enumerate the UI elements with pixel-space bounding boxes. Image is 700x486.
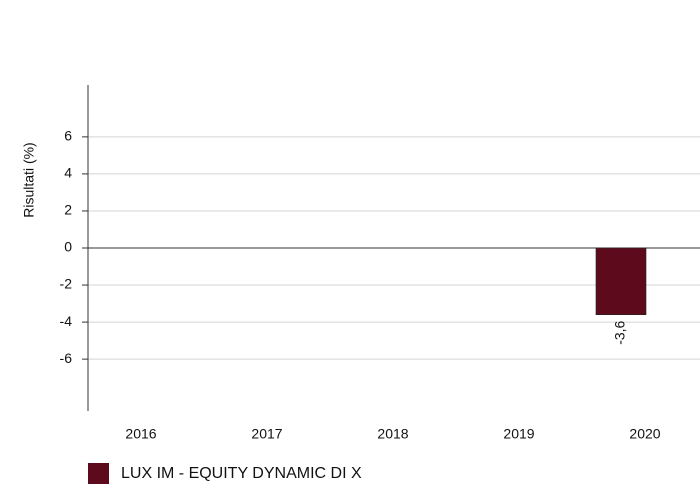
y-tick-label: -2 <box>60 276 73 292</box>
y-tick-label: 6 <box>64 128 72 144</box>
y-axis-label: Risultati (%) <box>21 142 37 217</box>
legend-label: LUX IM - EQUITY DYNAMIC DI X <box>121 465 362 482</box>
x-tick-label: 2016 <box>125 426 156 442</box>
legend-swatch <box>88 463 109 484</box>
y-tick-label: 4 <box>64 165 72 181</box>
bar <box>595 247 647 315</box>
x-tick-label: 2019 <box>503 426 534 442</box>
y-tick-label: 2 <box>64 202 72 218</box>
y-tick-label: -6 <box>60 350 73 366</box>
x-tick-label: 2020 <box>629 426 660 442</box>
x-tick-label: 2017 <box>251 426 282 442</box>
x-tick-label: 2018 <box>377 426 408 442</box>
y-tick-label: 0 <box>64 239 72 255</box>
y-tick-label: -4 <box>60 313 73 329</box>
value-label: -3,6 <box>612 320 628 344</box>
